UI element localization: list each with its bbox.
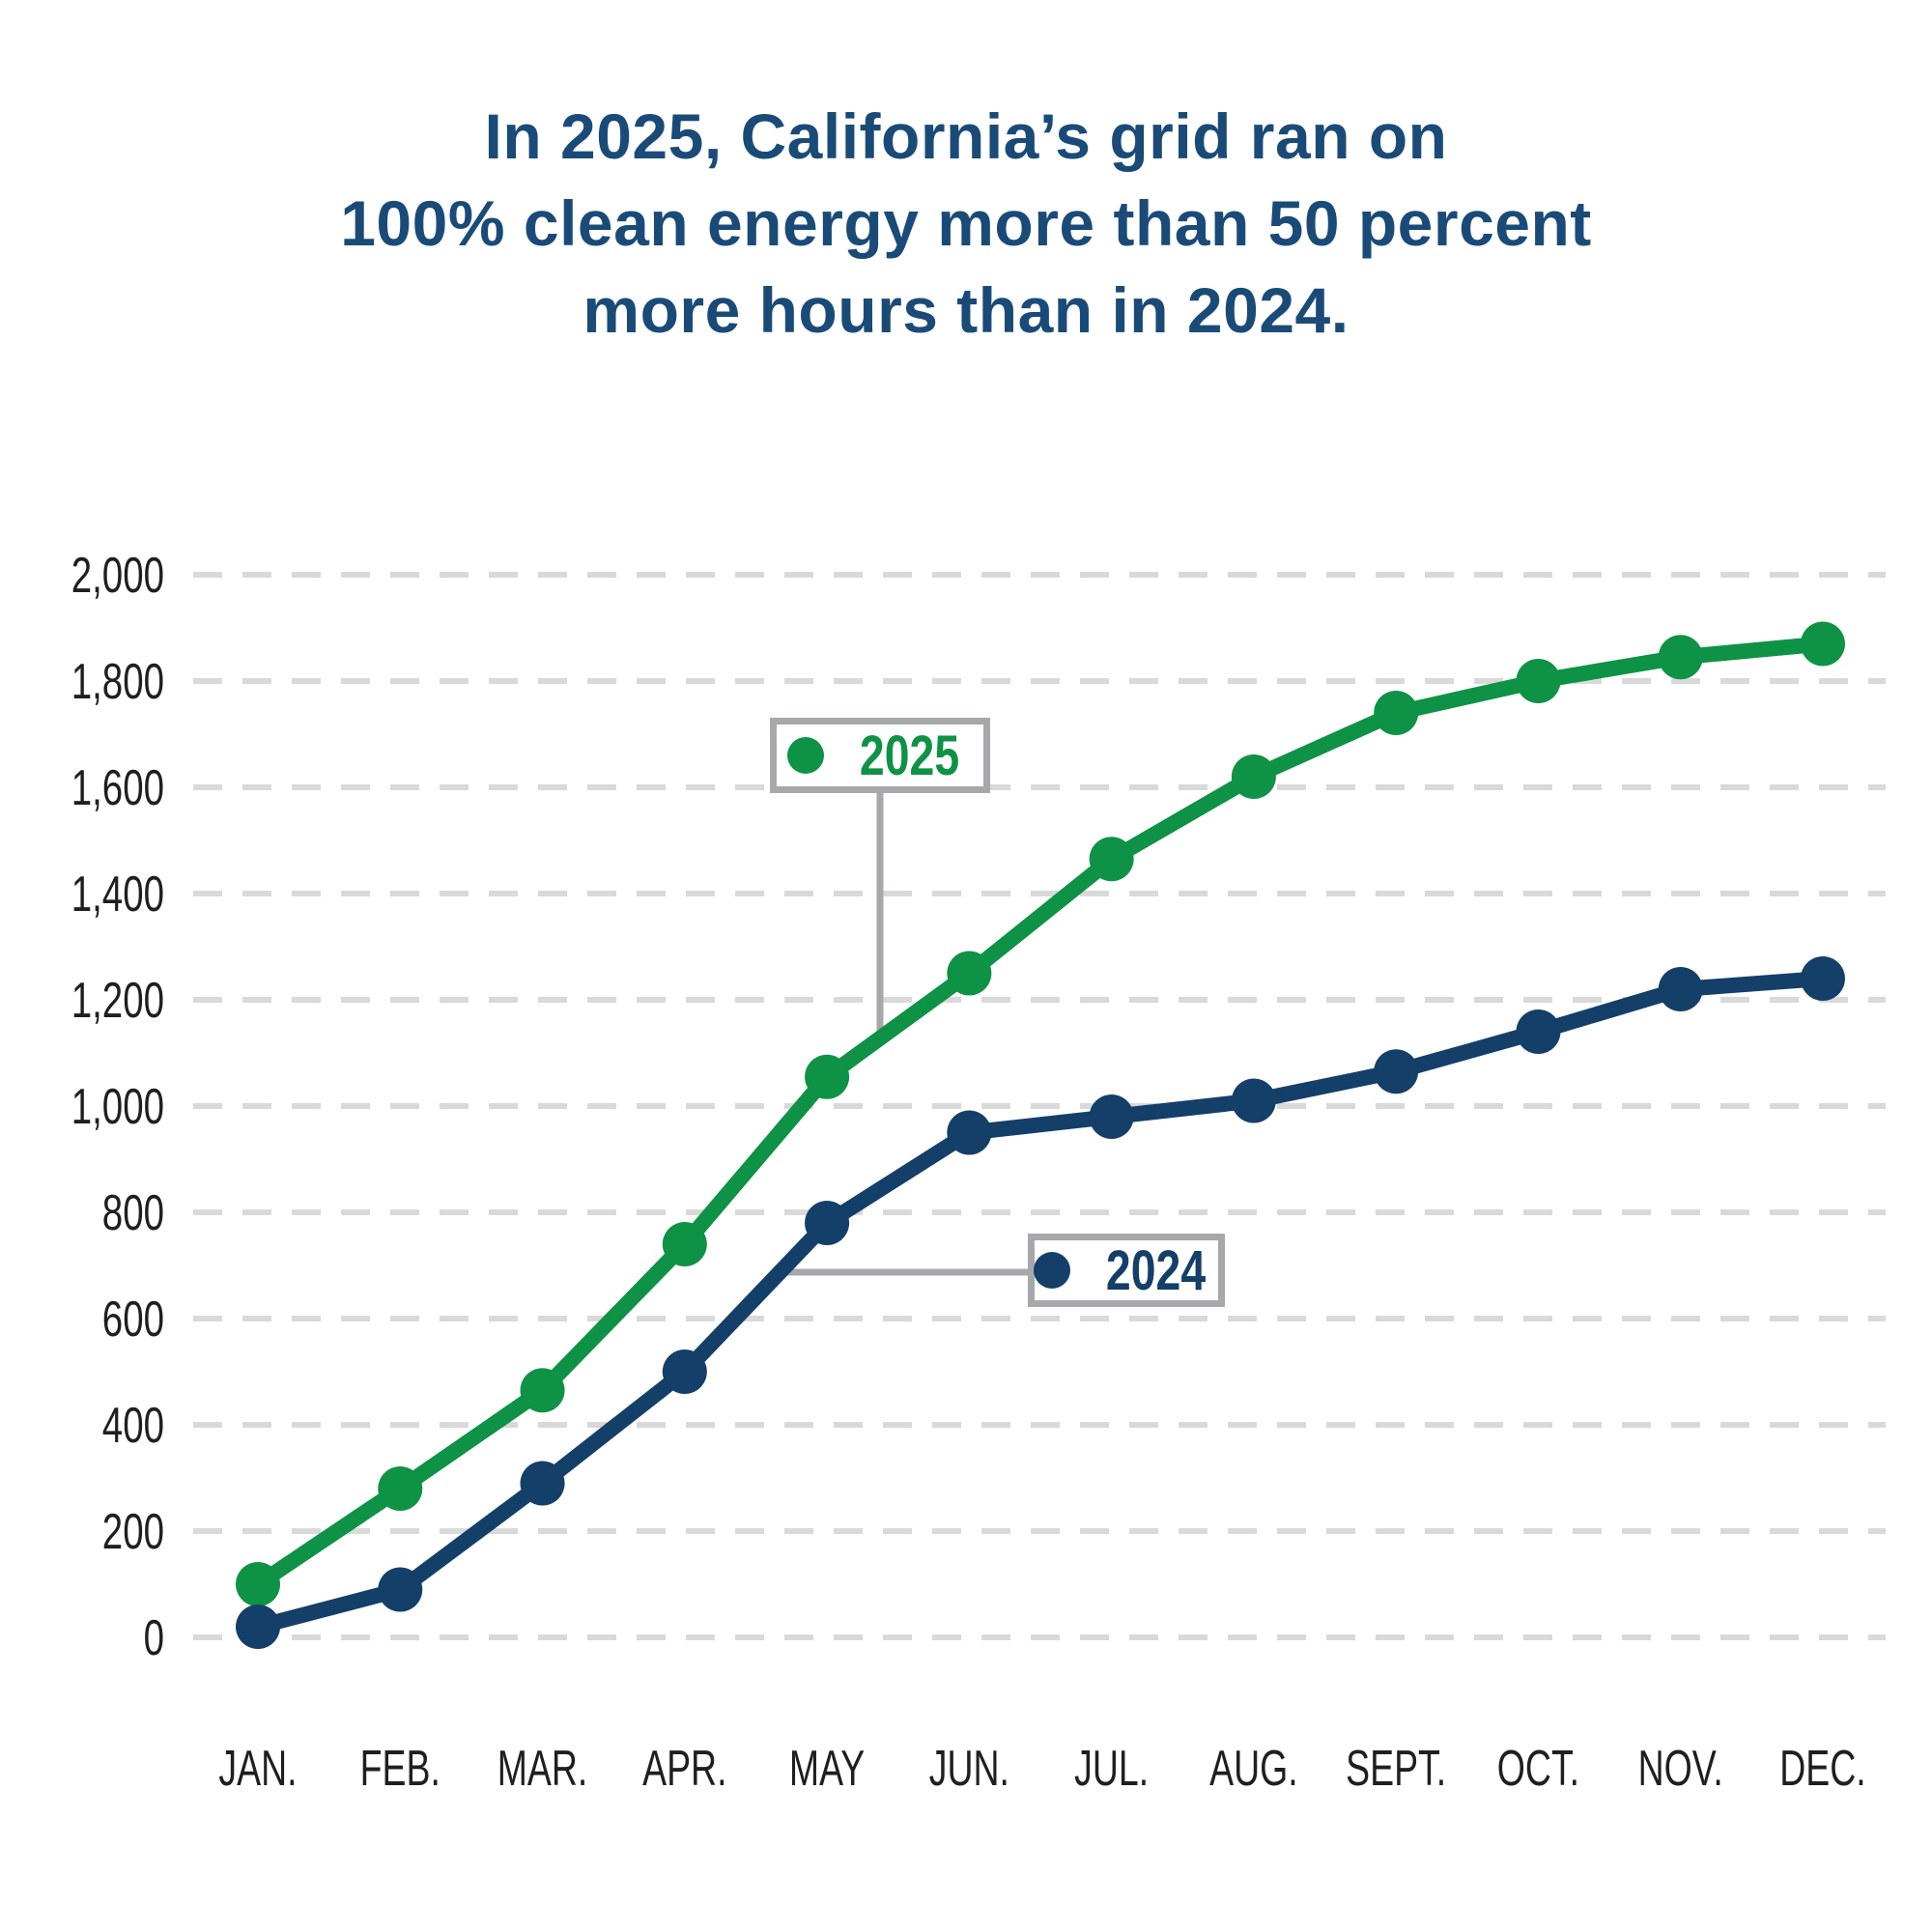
x-tick-label-dec: DEC. [1779, 1740, 1865, 1797]
chart-title-line-1: In 2025, California’s grid ran on [484, 100, 1448, 172]
data-point-2024-jan [236, 1605, 280, 1649]
data-point-2024-jul [1089, 1094, 1134, 1139]
y-tick-label-1400: 1,400 [71, 866, 164, 922]
legend-2024-dot-icon [1034, 1252, 1071, 1289]
data-point-2025-jun [947, 951, 992, 996]
chart-title-line-2: 100% clean energy more than 50 percent [340, 187, 1592, 259]
data-point-2024-feb [378, 1567, 423, 1612]
data-point-2025-sept [1374, 691, 1419, 735]
legend-leader-lines-group [779, 790, 1030, 1276]
data-point-2025-aug [1231, 754, 1276, 799]
x-tick-label-oct: OCT. [1497, 1740, 1579, 1797]
data-point-2025-mar [520, 1368, 565, 1413]
data-point-2024-sept [1374, 1049, 1419, 1094]
data-point-2025-jul [1089, 837, 1134, 882]
y-tick-label-1200: 1,200 [71, 972, 164, 1028]
x-tick-label-may: MAY [789, 1740, 865, 1797]
legend-2024-label: 2024 [1106, 1238, 1207, 1302]
legend-2025-dot-icon [787, 737, 825, 774]
x-tick-label-sept: SEPT. [1346, 1740, 1446, 1797]
data-point-2024-aug [1231, 1078, 1276, 1123]
x-tick-label-jan: JAN. [218, 1740, 297, 1797]
x-tick-label-feb: FEB. [360, 1740, 440, 1797]
legend-box-2024: 2024 [1028, 1234, 1225, 1307]
data-point-2025-may [805, 1054, 850, 1099]
chart-title: In 2025, California’s grid ran on 100% c… [0, 93, 1932, 354]
data-point-2025-oct [1516, 659, 1561, 703]
y-tick-label-1000: 1,000 [71, 1078, 164, 1134]
x-tick-label-jul: JUL. [1074, 1740, 1149, 1797]
series-line-2024 [250, 971, 1831, 1634]
data-point-2025-feb [378, 1466, 423, 1511]
data-point-2024-dec [1800, 956, 1845, 1001]
data-point-2025-apr [662, 1222, 707, 1266]
data-point-2024-apr [662, 1350, 707, 1394]
y-tick-label-1800: 1,800 [71, 653, 164, 709]
data-point-2024-oct [1516, 1009, 1561, 1054]
y-tick-label-2000: 2,000 [71, 547, 164, 603]
data-point-2025-nov [1658, 635, 1703, 680]
data-point-2025-dec [1800, 621, 1845, 667]
y-axis-tick-labels-group: 0 200 400 600 800 1,000 1,200 1,400 1,600 1,800 2,… [71, 547, 164, 1665]
data-point-2024-may [805, 1201, 850, 1245]
chart-title-line-3: more hours than in 2024. [582, 274, 1350, 346]
legend-box-2025: 2025 [770, 718, 990, 793]
gridlines-group [193, 572, 1886, 1640]
x-tick-label-mar: MAR. [497, 1740, 588, 1797]
y-tick-label-0: 0 [144, 1609, 164, 1665]
data-point-2024-jun [947, 1110, 992, 1155]
x-axis-month-labels-group: JAN. FEB. MAR. APR. MAY JUN. JUL. AUG. SEPT. OCT.… [218, 1740, 1865, 1797]
data-point-2025-jan [236, 1562, 280, 1606]
y-tick-label-400: 400 [102, 1397, 164, 1453]
y-tick-label-200: 200 [102, 1503, 164, 1559]
legend-2025-label: 2025 [860, 724, 960, 787]
data-point-2024-nov [1658, 967, 1703, 1011]
data-series-group [236, 621, 1845, 1649]
x-tick-label-aug: AUG. [1209, 1740, 1298, 1797]
y-tick-label-1600: 1,600 [71, 759, 164, 815]
x-tick-label-apr: APR. [642, 1740, 726, 1797]
series-line-2025 [250, 636, 1831, 1592]
y-tick-label-600: 600 [102, 1291, 164, 1347]
x-tick-label-jun: JUN. [929, 1740, 1009, 1797]
y-tick-label-800: 800 [102, 1184, 164, 1240]
x-tick-label-nov: NOV. [1638, 1740, 1723, 1797]
data-point-2024-mar [520, 1461, 565, 1506]
